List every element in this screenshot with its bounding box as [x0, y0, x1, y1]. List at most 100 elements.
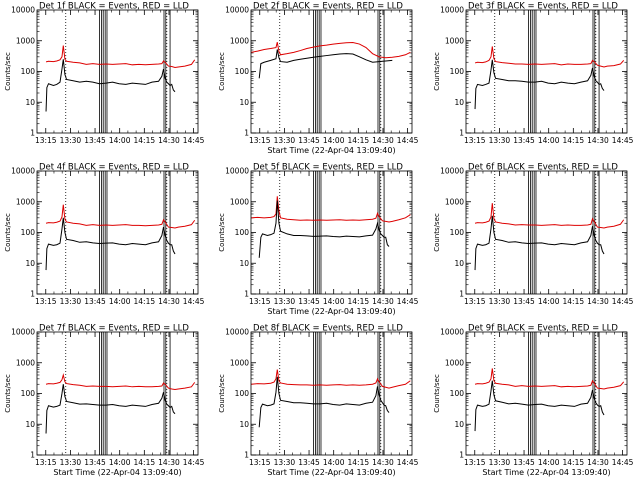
y-axis-label: Counts/sec — [433, 52, 441, 91]
y-tick-label: 1000 — [16, 358, 35, 367]
y-tick-label: 10000 — [225, 6, 249, 15]
y-tick-label: 10 — [454, 259, 464, 268]
x-tick-label: 14:45 — [183, 297, 205, 306]
lld-series-line — [474, 46, 625, 68]
x-tick-label: 14:45 — [397, 136, 419, 145]
x-tick-label: 13:30 — [274, 297, 296, 306]
y-tick-label: 100 — [235, 228, 250, 237]
plot-frame — [465, 9, 628, 134]
x-tick-label: 13:15 — [249, 458, 271, 467]
events-series-line — [474, 59, 605, 110]
x-tick-label: 14:00 — [109, 458, 131, 467]
x-tick-label: 14:30 — [158, 136, 180, 145]
panel-title: Det 1f BLACK = Events, RED = LLD — [39, 2, 189, 12]
lld-series-line — [45, 204, 196, 229]
x-tick-label: 13:15 — [464, 297, 486, 306]
lld-series-line — [45, 45, 196, 69]
x-tick-label: 14:30 — [587, 136, 609, 145]
panel-1: Det 1f BLACK = Events, RED = LLD Counts/s… — [4, 2, 205, 146]
x-tick-label: 14:15 — [134, 458, 156, 467]
y-tick-label: 10 — [25, 420, 35, 429]
x-tick-label: 13:30 — [489, 136, 511, 145]
y-tick-label: 100 — [21, 389, 36, 398]
plot-frame — [250, 331, 413, 456]
x-tick-label: 14:00 — [323, 458, 345, 467]
x-axis-label: Start Time (22-Apr-04 13:09:40) — [267, 468, 395, 477]
x-tick-label: 14:00 — [323, 136, 345, 145]
lld-series-line — [45, 372, 196, 390]
y-tick-label: 10000 — [11, 167, 35, 176]
panel-7: Det 7f BLACK = Events, RED = LLD Counts/s… — [4, 324, 205, 478]
panel-title: Det 7f BLACK = Events, RED = LLD — [39, 324, 189, 334]
x-tick-label: 13:45 — [84, 297, 106, 306]
x-tick-label: 13:15 — [35, 297, 57, 306]
x-tick-label: 13:45 — [513, 136, 535, 145]
y-tick-label: 100 — [235, 389, 250, 398]
panel-5: Det 5f BLACK = Events, RED = LLD Counts/s… — [218, 163, 419, 317]
x-tick-label: 14:15 — [348, 297, 370, 306]
plot-frame — [465, 331, 628, 456]
panel-title: Det 8f BLACK = Events, RED = LLD — [253, 324, 403, 334]
y-tick-label: 10 — [454, 420, 464, 429]
x-tick-label: 14:00 — [109, 297, 131, 306]
x-tick-label: 13:30 — [274, 136, 296, 145]
plot-frame — [36, 331, 199, 456]
x-tick-label: 14:30 — [372, 136, 394, 145]
x-tick-label: 13:30 — [489, 297, 511, 306]
x-tick-label: 13:45 — [513, 458, 535, 467]
y-axis-label: Counts/sec — [4, 52, 12, 91]
y-tick-label: 10000 — [11, 328, 35, 337]
y-tick-label: 100 — [21, 228, 36, 237]
x-tick-label: 14:45 — [183, 458, 205, 467]
y-tick-label: 1 — [244, 290, 249, 299]
x-tick-label: 14:45 — [397, 297, 419, 306]
panel-title: Det 5f BLACK = Events, RED = LLD — [253, 163, 403, 173]
x-tick-label: 14:30 — [372, 458, 394, 467]
x-tick-label: 13:45 — [298, 458, 320, 467]
lld-series-line — [250, 41, 411, 59]
events-series-line — [258, 376, 390, 428]
y-axis-label: Counts/sec — [433, 213, 441, 252]
y-tick-label: 10000 — [225, 167, 249, 176]
x-tick-label: 13:45 — [513, 297, 535, 306]
lld-series-line — [474, 368, 625, 390]
events-series-line — [474, 215, 605, 271]
plot-frame — [250, 170, 413, 295]
y-tick-label: 10 — [239, 259, 249, 268]
x-tick-label: 13:15 — [464, 458, 486, 467]
x-tick-label: 14:15 — [563, 458, 585, 467]
x-tick-label: 13:45 — [298, 297, 320, 306]
y-tick-label: 1 — [30, 290, 35, 299]
y-axis-label: Counts/sec — [4, 213, 12, 252]
y-tick-label: 10 — [25, 98, 35, 107]
x-tick-label: 14:45 — [612, 458, 634, 467]
x-tick-label: 14:15 — [563, 136, 585, 145]
x-tick-label: 13:15 — [464, 136, 486, 145]
x-tick-label: 14:00 — [538, 297, 560, 306]
x-tick-label: 14:00 — [538, 458, 560, 467]
x-axis-label: Start Time (22-Apr-04 13:09:40) — [53, 468, 181, 477]
lld-series-line — [250, 196, 411, 223]
y-axis-label: Counts/sec — [218, 374, 226, 413]
y-tick-label: 10000 — [440, 167, 464, 176]
y-axis-label: Counts/sec — [218, 213, 226, 252]
panel-9: Det 9f BLACK = Events, RED = LLD Counts/s… — [433, 324, 634, 478]
y-tick-label: 1 — [459, 129, 464, 138]
x-tick-label: 13:30 — [60, 136, 82, 145]
lld-series-line — [250, 369, 411, 389]
y-tick-label: 10 — [25, 259, 35, 268]
y-tick-label: 1 — [30, 451, 35, 460]
y-tick-label: 10000 — [440, 6, 464, 15]
x-tick-label: 14:00 — [323, 297, 345, 306]
x-tick-label: 14:00 — [538, 136, 560, 145]
y-tick-label: 1 — [30, 129, 35, 138]
events-series-line — [45, 384, 176, 434]
events-series-line — [45, 217, 176, 271]
y-tick-label: 1000 — [16, 197, 35, 206]
y-tick-label: 10 — [454, 98, 464, 107]
y-axis-label: Counts/sec — [433, 374, 441, 413]
y-tick-label: 100 — [450, 389, 465, 398]
events-series-line — [45, 59, 176, 112]
panel-title: Det 9f BLACK = Events, RED = LLD — [468, 324, 618, 334]
